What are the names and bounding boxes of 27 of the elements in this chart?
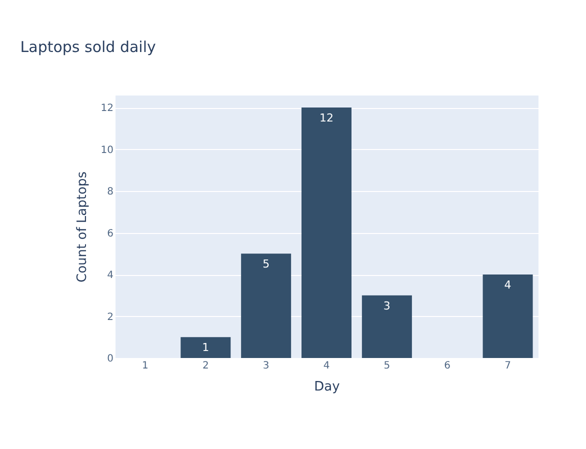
x-tick-label: 3 [262,360,270,372]
x-tick-label: 1 [142,360,148,372]
y-tick-label: 8 [107,186,114,198]
y-tick-label: 10 [100,144,114,156]
chart-title: Laptops sold daily [20,38,156,56]
bar [241,254,292,358]
y-tick-label: 2 [107,312,114,323]
x-axis-title: Day [314,380,340,394]
data-label: 4 [504,278,512,292]
bar [180,337,231,358]
y-axis-title: Count of Laptops [74,171,90,282]
y-tick-label: 6 [107,228,114,240]
x-tick-label: 7 [504,360,511,372]
data-label: 12 [320,112,334,125]
y-tick-label: 4 [107,270,114,282]
y-tick-label: 12 [100,103,114,114]
y-tick-label: 0 [107,354,114,364]
data-label: 5 [262,258,270,271]
x-tick-label: 4 [323,360,330,372]
data-label: 3 [383,299,390,312]
x-tick-label: 5 [384,360,390,372]
x-tick-label: 6 [444,360,451,372]
bar [362,295,412,358]
bar [482,274,533,358]
data-label: 1 [202,341,210,354]
x-tick-label: 2 [202,360,209,372]
bar [302,108,352,358]
